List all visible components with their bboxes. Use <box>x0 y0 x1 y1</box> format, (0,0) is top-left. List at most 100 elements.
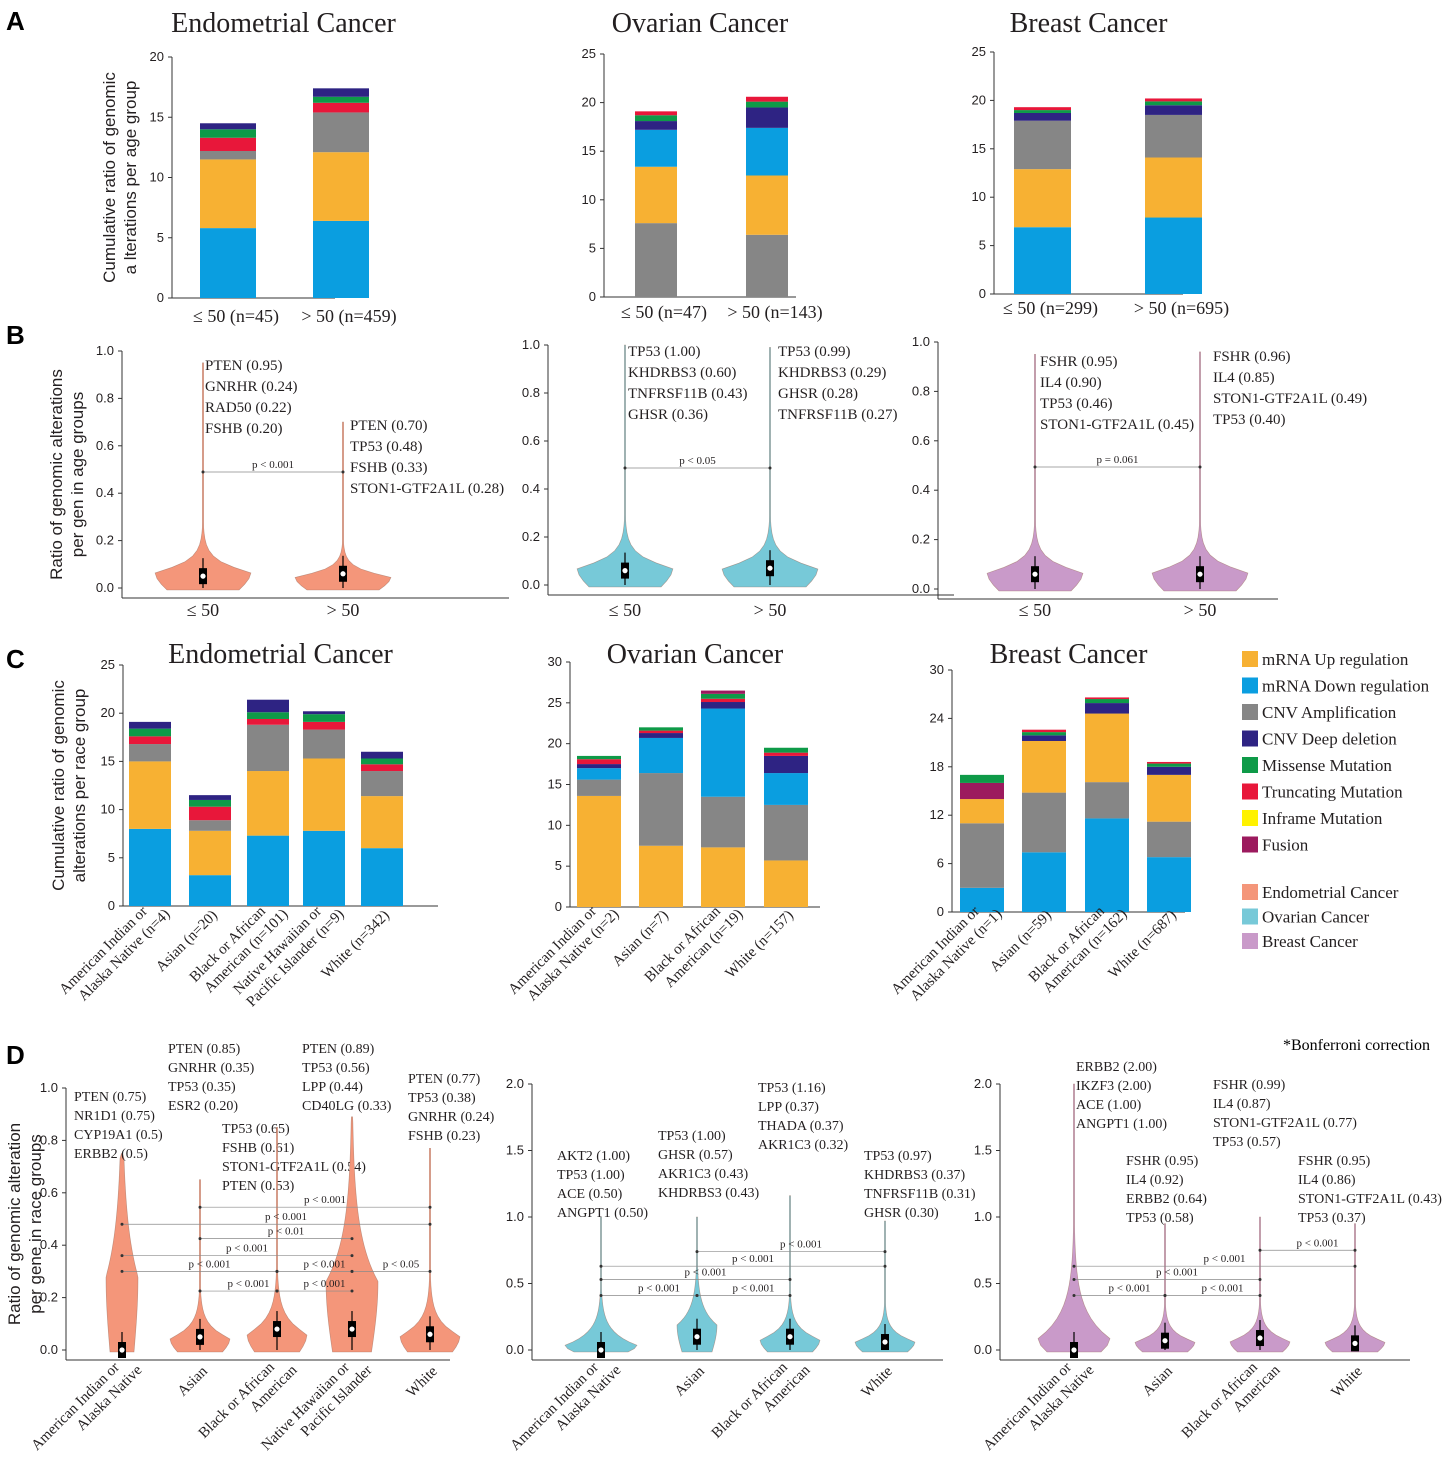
violin-50 <box>576 344 674 588</box>
y-tick-label: 1.0 <box>912 334 930 349</box>
y-tick-label: 1.5 <box>974 1143 992 1158</box>
gene-annotation: PTEN (0.77) <box>408 1072 481 1087</box>
bar-segment-cnv-deep-deletion-1 <box>639 733 683 738</box>
gene-annotation: GHSR (0.57) <box>658 1148 733 1163</box>
bar-segment-missense-mutation-1 <box>189 799 231 807</box>
gene-annotation: TP53 (0.37) <box>1298 1211 1366 1226</box>
violin-asian <box>676 1216 718 1353</box>
bar-segment-truncating-mutation-4 <box>361 764 403 772</box>
p-value-label: p < 0.001 <box>1156 1267 1198 1279</box>
gene-annotation: ERBB2 (2.00) <box>1076 1060 1157 1075</box>
violin-median-dot <box>1032 571 1038 577</box>
bar-segment-cnv-deep-deletion-3 <box>303 711 345 715</box>
bar-segment-fusion-2 <box>701 690 745 694</box>
panel-letters: A B C D <box>6 6 25 1070</box>
p-value-label: p < 0.001 <box>304 1278 346 1290</box>
comparison-endpoint <box>350 1254 354 1258</box>
y-tick-label: 1.5 <box>506 1143 524 1158</box>
violin-median-dot <box>197 1334 203 1340</box>
gene-annotation: GNRHR (0.24) <box>408 1110 495 1125</box>
bar-segment-cnv-amplification-2 <box>247 724 289 772</box>
y-tick-label: 0.2 <box>912 532 930 547</box>
legend-swatch-truncating-mutation <box>1242 783 1258 800</box>
gene-annotation: IL4 (0.90) <box>1040 375 1102 391</box>
bar-segment-missense-mutation-2 <box>1085 699 1129 704</box>
bar-segment-missense-mutation-3 <box>764 747 808 753</box>
bar-segment-mrna-up-regulation-3 <box>764 860 808 907</box>
comparison-endpoint <box>350 1269 354 1273</box>
violin-asian <box>1134 1223 1196 1353</box>
y-tick-label: 30 <box>930 662 944 677</box>
gene-annotation: KHDRBS3 (0.29) <box>778 365 886 381</box>
bar-segment-cnv-deep-deletion-1 <box>189 795 231 800</box>
p-value-label: p < 0.001 <box>780 1239 822 1251</box>
y-tick-label: 20 <box>582 95 596 110</box>
violin-black-or-african-american <box>246 1127 308 1353</box>
comparison-endpoint <box>341 470 345 474</box>
violin-median-dot <box>349 1326 355 1332</box>
x-tick-label-line: White <box>859 1363 896 1400</box>
y-tick-label: 12 <box>930 807 944 822</box>
bar-segment-mrna-down-regulation-1 <box>1022 852 1066 912</box>
y-axis-title-line: Ratio of genomic alteration <box>5 1123 24 1325</box>
bar-segment-missense-mutation-1 <box>1145 101 1202 106</box>
bar-segment-truncating-mutation-0 <box>635 111 677 116</box>
panel-letter-c: C <box>6 644 25 674</box>
violin-white <box>1324 1223 1386 1353</box>
violin-white <box>854 1220 916 1353</box>
bar-segment-missense-mutation-0 <box>129 728 171 737</box>
x-tick-label: ≤ 50 (n=299) <box>1003 298 1098 319</box>
x-tick-label: Black or AfricanAmerican <box>709 1349 814 1454</box>
violin-50 <box>294 421 392 591</box>
gene-annotation: PTEN (0.85) <box>168 1042 241 1057</box>
comparison-endpoint <box>768 466 772 470</box>
y-tick-label: 15 <box>101 753 115 768</box>
gene-annotation: ANGPT1 (1.00) <box>1076 1117 1167 1132</box>
y-axis-title-line: Ratio of genomic alterations <box>47 369 66 580</box>
gene-annotation: TP53 (0.97) <box>864 1149 932 1164</box>
bar-segment-mrna-down-regulation-1 <box>189 875 231 906</box>
gene-annotation: TP53 (0.46) <box>1040 396 1113 412</box>
y-tick-label: 5 <box>979 238 986 253</box>
violin-median-dot <box>1257 1335 1263 1341</box>
x-tick-label: > 50 (n=459) <box>301 306 396 327</box>
bar-segment-missense-mutation-2 <box>701 693 745 699</box>
y-tick-label: 5 <box>157 230 164 245</box>
gene-annotation: TP53 (1.00) <box>557 1168 625 1183</box>
bar-segment-cnv-amplification-2 <box>1085 782 1129 819</box>
violin-median-dot <box>882 1339 888 1345</box>
gene-annotation: RAD50 (0.22) <box>205 400 292 416</box>
comparison-endpoint <box>599 1264 603 1268</box>
bar-segment-truncating-mutation-1 <box>639 730 683 734</box>
bar-segment-mrna-down-regulation-1 <box>313 220 369 298</box>
gene-annotation: FSHR (0.95) <box>1298 1154 1371 1169</box>
y-axis-title-line: per gen in age groups <box>68 392 87 557</box>
gene-annotation: PTEN (0.53) <box>222 1179 295 1194</box>
bar-segment-cnv-amplification-1 <box>639 773 683 846</box>
gene-annotation: CYP19A1 (0.5) <box>74 1128 163 1143</box>
gene-annotation: NR1D1 (0.75) <box>74 1109 155 1124</box>
bar-segment-mrna-up-regulation-4 <box>361 796 403 849</box>
panel-letter-a: A <box>6 6 25 36</box>
y-tick-label: 0.8 <box>40 1132 58 1147</box>
violin-median-dot <box>274 1326 280 1332</box>
gene-annotation: TP53 (0.99) <box>778 344 851 360</box>
comparison-endpoint <box>1353 1264 1357 1268</box>
y-tick-label: 0.4 <box>912 482 930 497</box>
comparison-endpoint <box>1258 1248 1262 1252</box>
bar-segment-missense-mutation-0 <box>1014 110 1071 113</box>
y-tick-label: 0.2 <box>522 529 540 544</box>
bar-segment-truncating-mutation-0 <box>577 759 621 765</box>
violin-median-dot <box>1197 571 1203 577</box>
x-tick-label-line: White <box>1329 1363 1366 1400</box>
violin-median-dot <box>1071 1347 1077 1353</box>
bar-chart-7-ovarian-cancer: 0 5 10 15 20 25 30 Ovarian Cancer American India… <box>505 639 820 1004</box>
violin-chart-4-ovarian: 0.0 0.2 0.4 0.6 0.8 1.0 ≤ 50 TP53 (1.00) KHDRBS3… <box>522 337 954 620</box>
x-tick-label: ≤ 50 <box>609 600 641 620</box>
comparison-endpoint <box>599 1278 603 1282</box>
violin-median-dot <box>1352 1340 1358 1346</box>
gene-annotation: ESR2 (0.20) <box>168 1099 238 1114</box>
bar-segment-missense-mutation-1 <box>1022 732 1066 736</box>
